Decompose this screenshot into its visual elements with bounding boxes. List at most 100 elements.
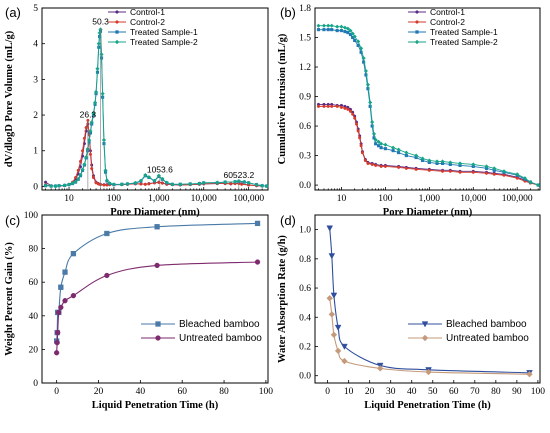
marker-triangle: [328, 253, 336, 260]
marker-square: [322, 28, 326, 32]
legend-label: Control-1: [130, 7, 165, 17]
y-tick-label: 0: [33, 182, 38, 192]
marker-dot: [84, 125, 88, 130]
x-axis-label: Liquid Penetration Time (h): [364, 400, 491, 411]
marker-diamond: [361, 56, 366, 61]
plot-frame: [314, 7, 541, 191]
marker-diamond: [526, 370, 533, 378]
y-tick-label: 0: [33, 379, 38, 389]
marker-dot: [240, 182, 244, 186]
marker-diamond: [114, 39, 120, 45]
marker-diamond: [66, 182, 72, 187]
x-tick-label: 100: [531, 387, 546, 397]
x-tick-label: 20: [365, 387, 375, 397]
marker-dot: [326, 104, 330, 108]
marker-dot: [143, 182, 147, 186]
marker-diamond: [326, 23, 331, 28]
marker-dot: [330, 104, 334, 108]
series-control-1: [316, 102, 540, 187]
x-tick-label: 40: [136, 387, 146, 397]
marker-diamond: [83, 155, 89, 160]
marker-diamond: [152, 178, 157, 183]
marker-dot: [54, 340, 60, 346]
y-tick-label: 0.4: [299, 313, 311, 323]
marker-diamond: [413, 153, 419, 158]
marker-diamond: [440, 159, 445, 164]
marker-diamond: [348, 28, 353, 33]
marker-dot: [353, 116, 357, 120]
marker-diamond: [143, 172, 148, 178]
x-tick-label: 1,000: [148, 194, 170, 204]
marker-diamond: [515, 172, 520, 177]
marker-diamond: [345, 26, 351, 31]
marker-diamond: [414, 39, 420, 45]
marker-dot: [322, 104, 326, 108]
marker-dot: [76, 168, 80, 172]
y-tick-label: 1.5: [299, 34, 311, 44]
y-tick-label: 1.8: [299, 4, 311, 14]
marker-diamond: [457, 161, 463, 166]
marker-dot: [105, 183, 109, 187]
x-tick-label: 1,000: [419, 194, 441, 204]
x-axis-label: Pore Diameter (nm): [110, 207, 200, 218]
marker-square: [353, 38, 357, 43]
marker-diamond: [160, 176, 165, 182]
marker-diamond: [95, 66, 100, 71]
marker-square: [383, 147, 387, 151]
x-tick-label: 30: [386, 387, 396, 397]
x-tick-label: 100,000: [233, 194, 264, 204]
marker-dot: [348, 109, 352, 113]
marker-diamond: [96, 41, 101, 46]
marker-dot: [397, 165, 401, 169]
x-tick-label: 50: [428, 387, 438, 397]
marker-square: [58, 284, 64, 290]
marker-diamond: [528, 179, 533, 185]
y-tick-label: 0.6: [299, 284, 311, 294]
marker-dot: [370, 162, 374, 166]
panel-3: 0 10 20 30 40 50 60 70 80 90 100 0.0 0.2 0.4 0.6 0.8 1.0…: [277, 213, 545, 411]
marker-diamond: [536, 182, 541, 188]
marker-dot: [427, 168, 431, 172]
marker-dot: [356, 129, 360, 133]
marker-diamond: [390, 145, 396, 150]
marker-diamond: [188, 181, 193, 187]
marker-dot: [351, 112, 355, 116]
marker-diamond: [378, 141, 384, 146]
marker-diamond: [246, 180, 251, 186]
legend-label: Bleached bamboo: [179, 319, 260, 330]
marker-dot: [82, 136, 86, 140]
marker-dot: [115, 20, 119, 24]
series-bleached-bamboo: [326, 225, 533, 377]
marker-diamond: [93, 89, 99, 95]
x-tick-label: 70: [470, 387, 480, 397]
x-tick-label: 10: [64, 194, 74, 204]
marker-diamond: [396, 147, 401, 152]
marker-diamond: [197, 181, 202, 186]
marker-diamond: [133, 180, 138, 186]
marker-diamond: [100, 91, 105, 96]
marker-diamond: [330, 331, 338, 339]
marker-diamond: [125, 181, 130, 187]
marker-diamond: [119, 182, 124, 187]
legend-label: Untreated bamboo: [179, 333, 262, 344]
y-tick-label: 100: [24, 211, 39, 221]
marker-diamond: [43, 183, 48, 188]
marker-diamond: [376, 365, 384, 372]
marker-diamond: [421, 334, 429, 342]
panel-0: 10 100 1,000 10,000 100,000 0 1 2 3 4 5 Pore Diamet…: [4, 4, 269, 218]
y-tick-label: 60: [29, 278, 39, 288]
series-line: [45, 29, 267, 187]
legend: Bleached bamboo Untreated bamboo: [137, 316, 262, 350]
marker-dot: [366, 161, 370, 165]
x-tick-label: 100: [259, 387, 274, 397]
marker-dot: [88, 152, 93, 156]
x-tick-label: 100: [107, 194, 122, 204]
marker-dot: [229, 182, 233, 186]
marker-dot: [363, 158, 367, 163]
marker-dot: [80, 149, 85, 153]
marker-dot: [90, 167, 94, 171]
legend: Bleached bamboo Untreated bamboo: [404, 316, 529, 350]
marker-diamond: [170, 182, 175, 187]
marker-diamond: [501, 169, 507, 174]
marker-diamond: [73, 179, 78, 184]
